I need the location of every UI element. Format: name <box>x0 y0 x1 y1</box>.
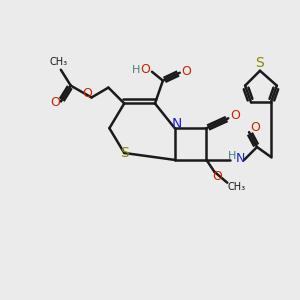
Text: CH₃: CH₃ <box>50 57 68 67</box>
Text: N: N <box>172 117 182 131</box>
Text: CH₃: CH₃ <box>227 182 245 192</box>
Text: O: O <box>212 170 222 183</box>
Text: H: H <box>228 151 236 161</box>
Text: O: O <box>230 109 240 122</box>
Text: S: S <box>120 146 129 160</box>
Text: S: S <box>256 56 264 70</box>
Text: O: O <box>82 87 92 100</box>
Text: N: N <box>236 152 245 165</box>
Text: O: O <box>50 96 60 109</box>
Text: O: O <box>182 65 192 78</box>
Text: O: O <box>140 63 150 76</box>
Text: H: H <box>132 65 140 75</box>
Text: O: O <box>250 121 260 134</box>
